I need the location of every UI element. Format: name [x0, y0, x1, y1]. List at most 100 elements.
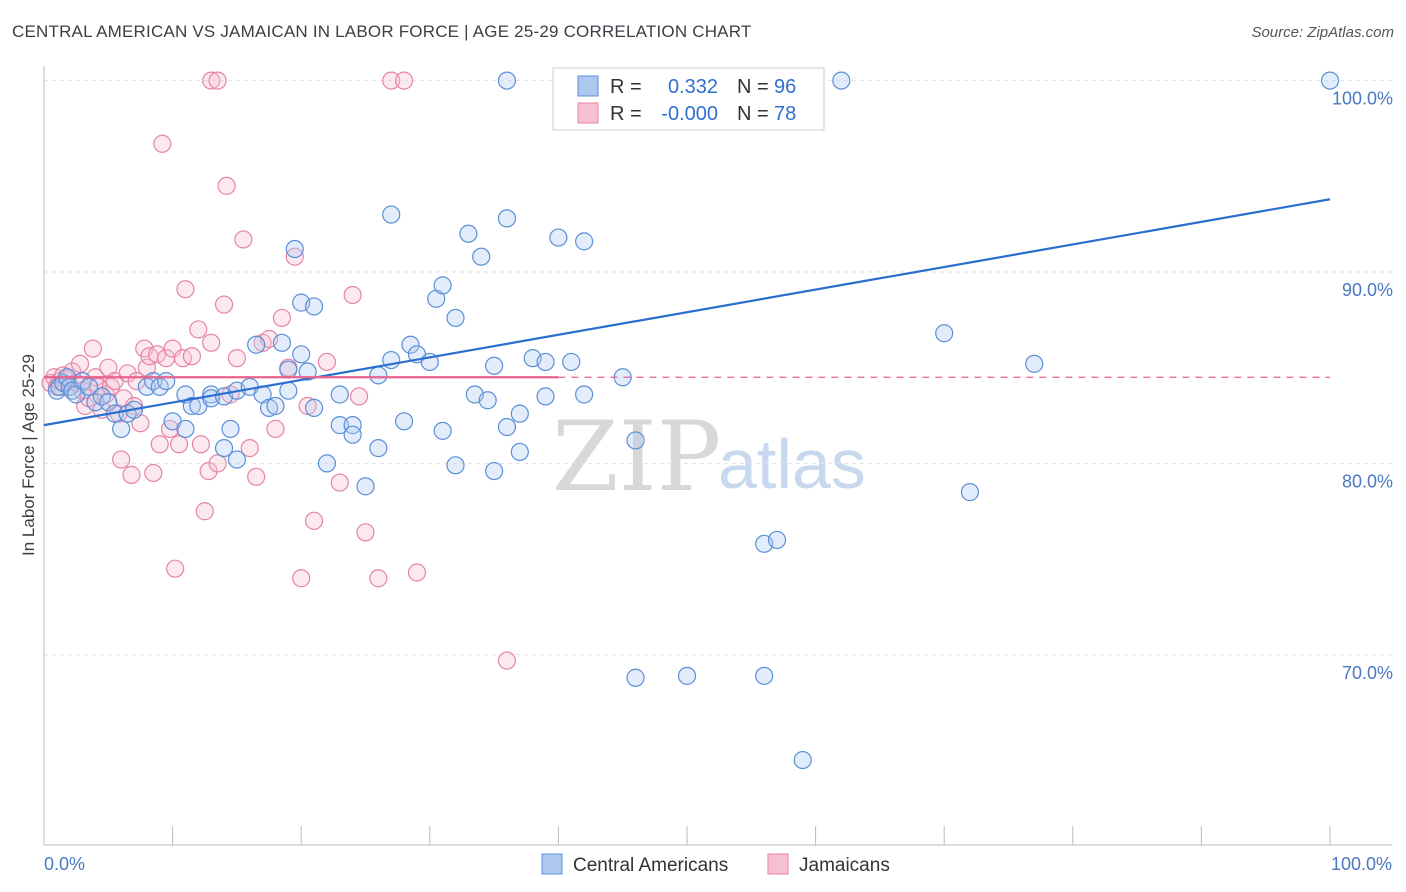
central-americans-point-51: [356, 477, 375, 496]
central-americans-point-91: [935, 324, 954, 343]
central-americans-point-46: [317, 454, 337, 473]
central-americans-point-80: [575, 232, 594, 251]
jamaicans-point-69: [349, 387, 369, 406]
jamaicans-point-45: [191, 435, 210, 454]
central-americans-point-56: [394, 412, 414, 431]
central-americans-point-28: [214, 438, 234, 458]
jamaicans-point-63: [292, 569, 311, 588]
jamaicans-point-54: [234, 230, 253, 249]
jamaicans-point-67: [330, 473, 349, 492]
grid: [44, 80, 1392, 656]
jamaicans-point-71: [369, 569, 388, 588]
central-americans-point-54: [382, 205, 401, 224]
central-americans-point-93: [960, 483, 980, 502]
legend-n-label-1: N =: [737, 76, 769, 98]
central-americans-point-39: [279, 381, 298, 400]
central-americans-point-65: [459, 224, 478, 243]
jamaicans-point-50: [214, 295, 234, 314]
jamaicans-point-42: [176, 280, 195, 299]
legend: R = 0.332 N = 96 R = -0.000 N = 78: [552, 67, 825, 131]
trend-lines: [43, 198, 1331, 427]
jamaicans-point-34: [150, 435, 169, 454]
jamaicans-point-23: [114, 389, 133, 408]
central-americans-point-64: [446, 456, 465, 475]
central-americans-point-44: [304, 398, 324, 417]
central-americans-point-90: [1025, 354, 1044, 373]
legend-r-label-2: R =: [610, 103, 642, 125]
jamaicans-point-22: [112, 450, 131, 469]
central-americans-point-94: [1320, 71, 1340, 90]
central-americans-point-11: [99, 393, 118, 412]
central-americans-point-74: [510, 404, 529, 423]
central-americans-point-43: [298, 362, 317, 381]
central-americans-point-73: [510, 442, 529, 462]
y-axis-label: In Labor Force | Age 25-29: [19, 354, 38, 556]
axes: [43, 66, 1392, 846]
central-americans-point-79: [562, 352, 581, 372]
central-americans-point-52: [369, 438, 388, 458]
bottom-legend-central-americans: Central Americans: [573, 855, 728, 876]
central-americans-point-50: [343, 425, 362, 444]
central-americans-point-48: [330, 416, 349, 435]
y-tick-label-0: 70.0%: [1342, 663, 1393, 683]
jamaicans-point-32: [144, 463, 163, 483]
legend-r-label-1: R =: [610, 76, 642, 98]
jamaicans-point-59: [266, 419, 285, 439]
jamaicans-point-51: [217, 176, 236, 195]
legend-r-value-1: 0.332: [668, 76, 718, 98]
central-americans-point-68: [478, 391, 497, 410]
jamaicans-point-64: [298, 396, 317, 416]
central-americans-point-76: [536, 387, 555, 406]
central-americans-point-53: [369, 366, 388, 385]
central-americans-point-19: [157, 371, 176, 391]
y-tick-label-2: 90.0%: [1342, 280, 1393, 300]
central-americans-point-38: [279, 360, 298, 379]
central-americans-point-13: [112, 419, 131, 439]
legend-swatch-blue: [577, 75, 599, 97]
jamaicans-point-13: [83, 339, 102, 358]
central-americans-point-78: [549, 228, 568, 247]
jamaicans-point-65: [304, 511, 324, 530]
jamaicans-point-76: [208, 71, 227, 90]
jamaicans-point-70: [356, 523, 375, 542]
central-americans-point-83: [626, 431, 645, 450]
central-americans-point-81: [575, 385, 594, 404]
central-americans-point-33: [247, 335, 266, 354]
central-americans-point-72: [497, 209, 517, 228]
jamaicans-point-77: [407, 563, 427, 582]
central-americans-point-23: [182, 396, 201, 416]
central-americans-point-67: [472, 247, 491, 266]
jamaicans-point-9: [70, 354, 90, 373]
central-americans-point-87: [677, 666, 697, 685]
central-americans-trend-line: [43, 198, 1331, 427]
jamaicans-point-55: [240, 438, 259, 458]
chart-title: CENTRAL AMERICAN VS JAMAICAN IN LABOR FO…: [12, 22, 752, 41]
jamaicans-point-62: [285, 247, 304, 266]
central-americans-point-61: [433, 276, 452, 295]
watermark-atlas: atlas: [718, 425, 866, 503]
central-americans-point-29: [221, 419, 240, 439]
central-americans-point-40: [285, 239, 304, 259]
jamaicans-point-74: [497, 651, 517, 670]
legend-r-value-2: -0.000: [661, 103, 718, 125]
central-americans-point-49: [343, 416, 362, 435]
jamaicans-points: [41, 71, 517, 670]
central-americans-point-69: [485, 461, 504, 481]
chart-source: Source: ZipAtlas.com: [1251, 24, 1394, 41]
bottom-legend-swatch-blue: [541, 853, 563, 875]
jamaicans-point-66: [317, 352, 337, 372]
x-tick-label-1: 100.0%: [1331, 854, 1392, 874]
legend-n-label-2: N =: [737, 103, 769, 125]
jamaicans-point-41: [173, 349, 192, 368]
jamaicans-point-40: [169, 435, 189, 454]
central-americans-point-35: [259, 398, 279, 417]
jamaicans-point-49: [208, 454, 227, 473]
jamaicans-point-53: [227, 349, 246, 368]
central-americans-point-41: [292, 345, 311, 364]
legend-swatch-pink: [577, 102, 599, 124]
central-americans-point-36: [266, 396, 285, 416]
central-americans-point-45: [304, 297, 324, 316]
jamaicans-point-35: [153, 134, 172, 153]
jamaicans-point-73: [394, 71, 414, 90]
